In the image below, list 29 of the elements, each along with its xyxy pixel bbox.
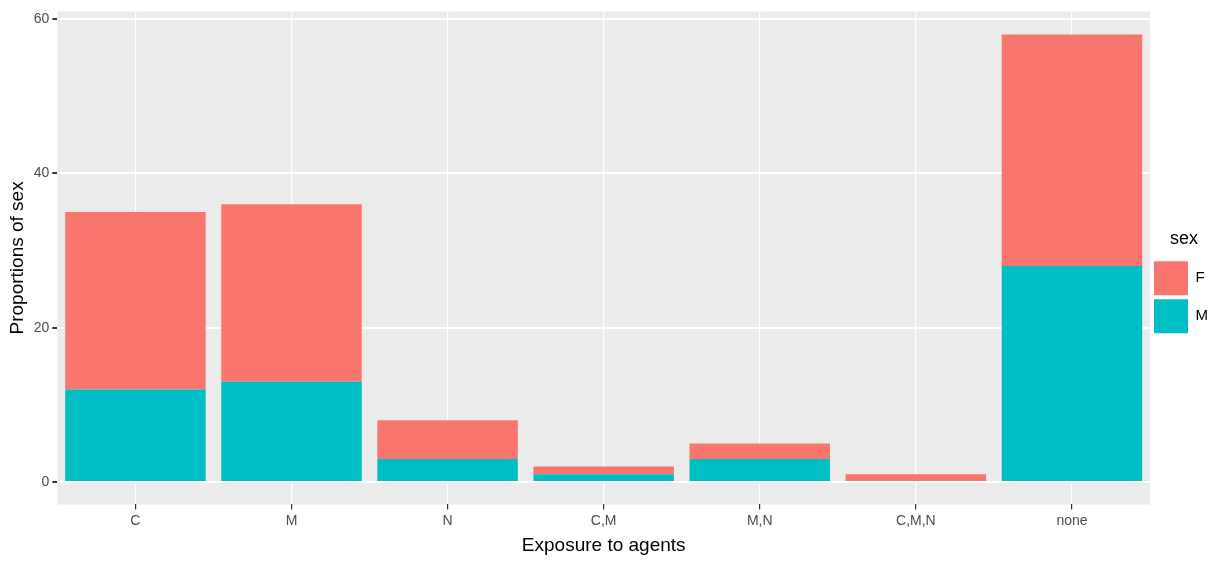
bar (377, 420, 518, 459)
bar (1001, 266, 1143, 482)
y-tick-label: 20 (33, 318, 50, 335)
bar (65, 389, 206, 482)
legend-label: F (1195, 268, 1205, 286)
x-tick-label: M,N (746, 511, 773, 528)
y-tick-label: 60 (33, 9, 50, 26)
bar (689, 443, 831, 459)
bar (1001, 34, 1143, 266)
bar (221, 381, 362, 482)
x-tick-label: C,M (590, 511, 617, 528)
x-tick-label: N (442, 511, 453, 528)
bar (845, 474, 987, 482)
bar (533, 466, 674, 475)
bar (377, 458, 518, 482)
bar (533, 474, 674, 482)
x-tick-label: C (130, 511, 141, 528)
bar (65, 212, 206, 390)
x-tick-label: none (1056, 511, 1088, 528)
x-tick-label: M (285, 511, 298, 528)
y-tick-label: 40 (33, 164, 50, 181)
y-tick-label: 0 (41, 472, 50, 489)
bar (221, 204, 362, 382)
bar (689, 458, 831, 482)
x-axis-title: Exposure to agents (521, 533, 686, 555)
legend-title: sex (1169, 227, 1199, 248)
y-axis-title: Proportions of sex (5, 180, 27, 335)
x-tick-label: C,M,N (896, 511, 936, 528)
legend-label: M (1195, 306, 1208, 324)
